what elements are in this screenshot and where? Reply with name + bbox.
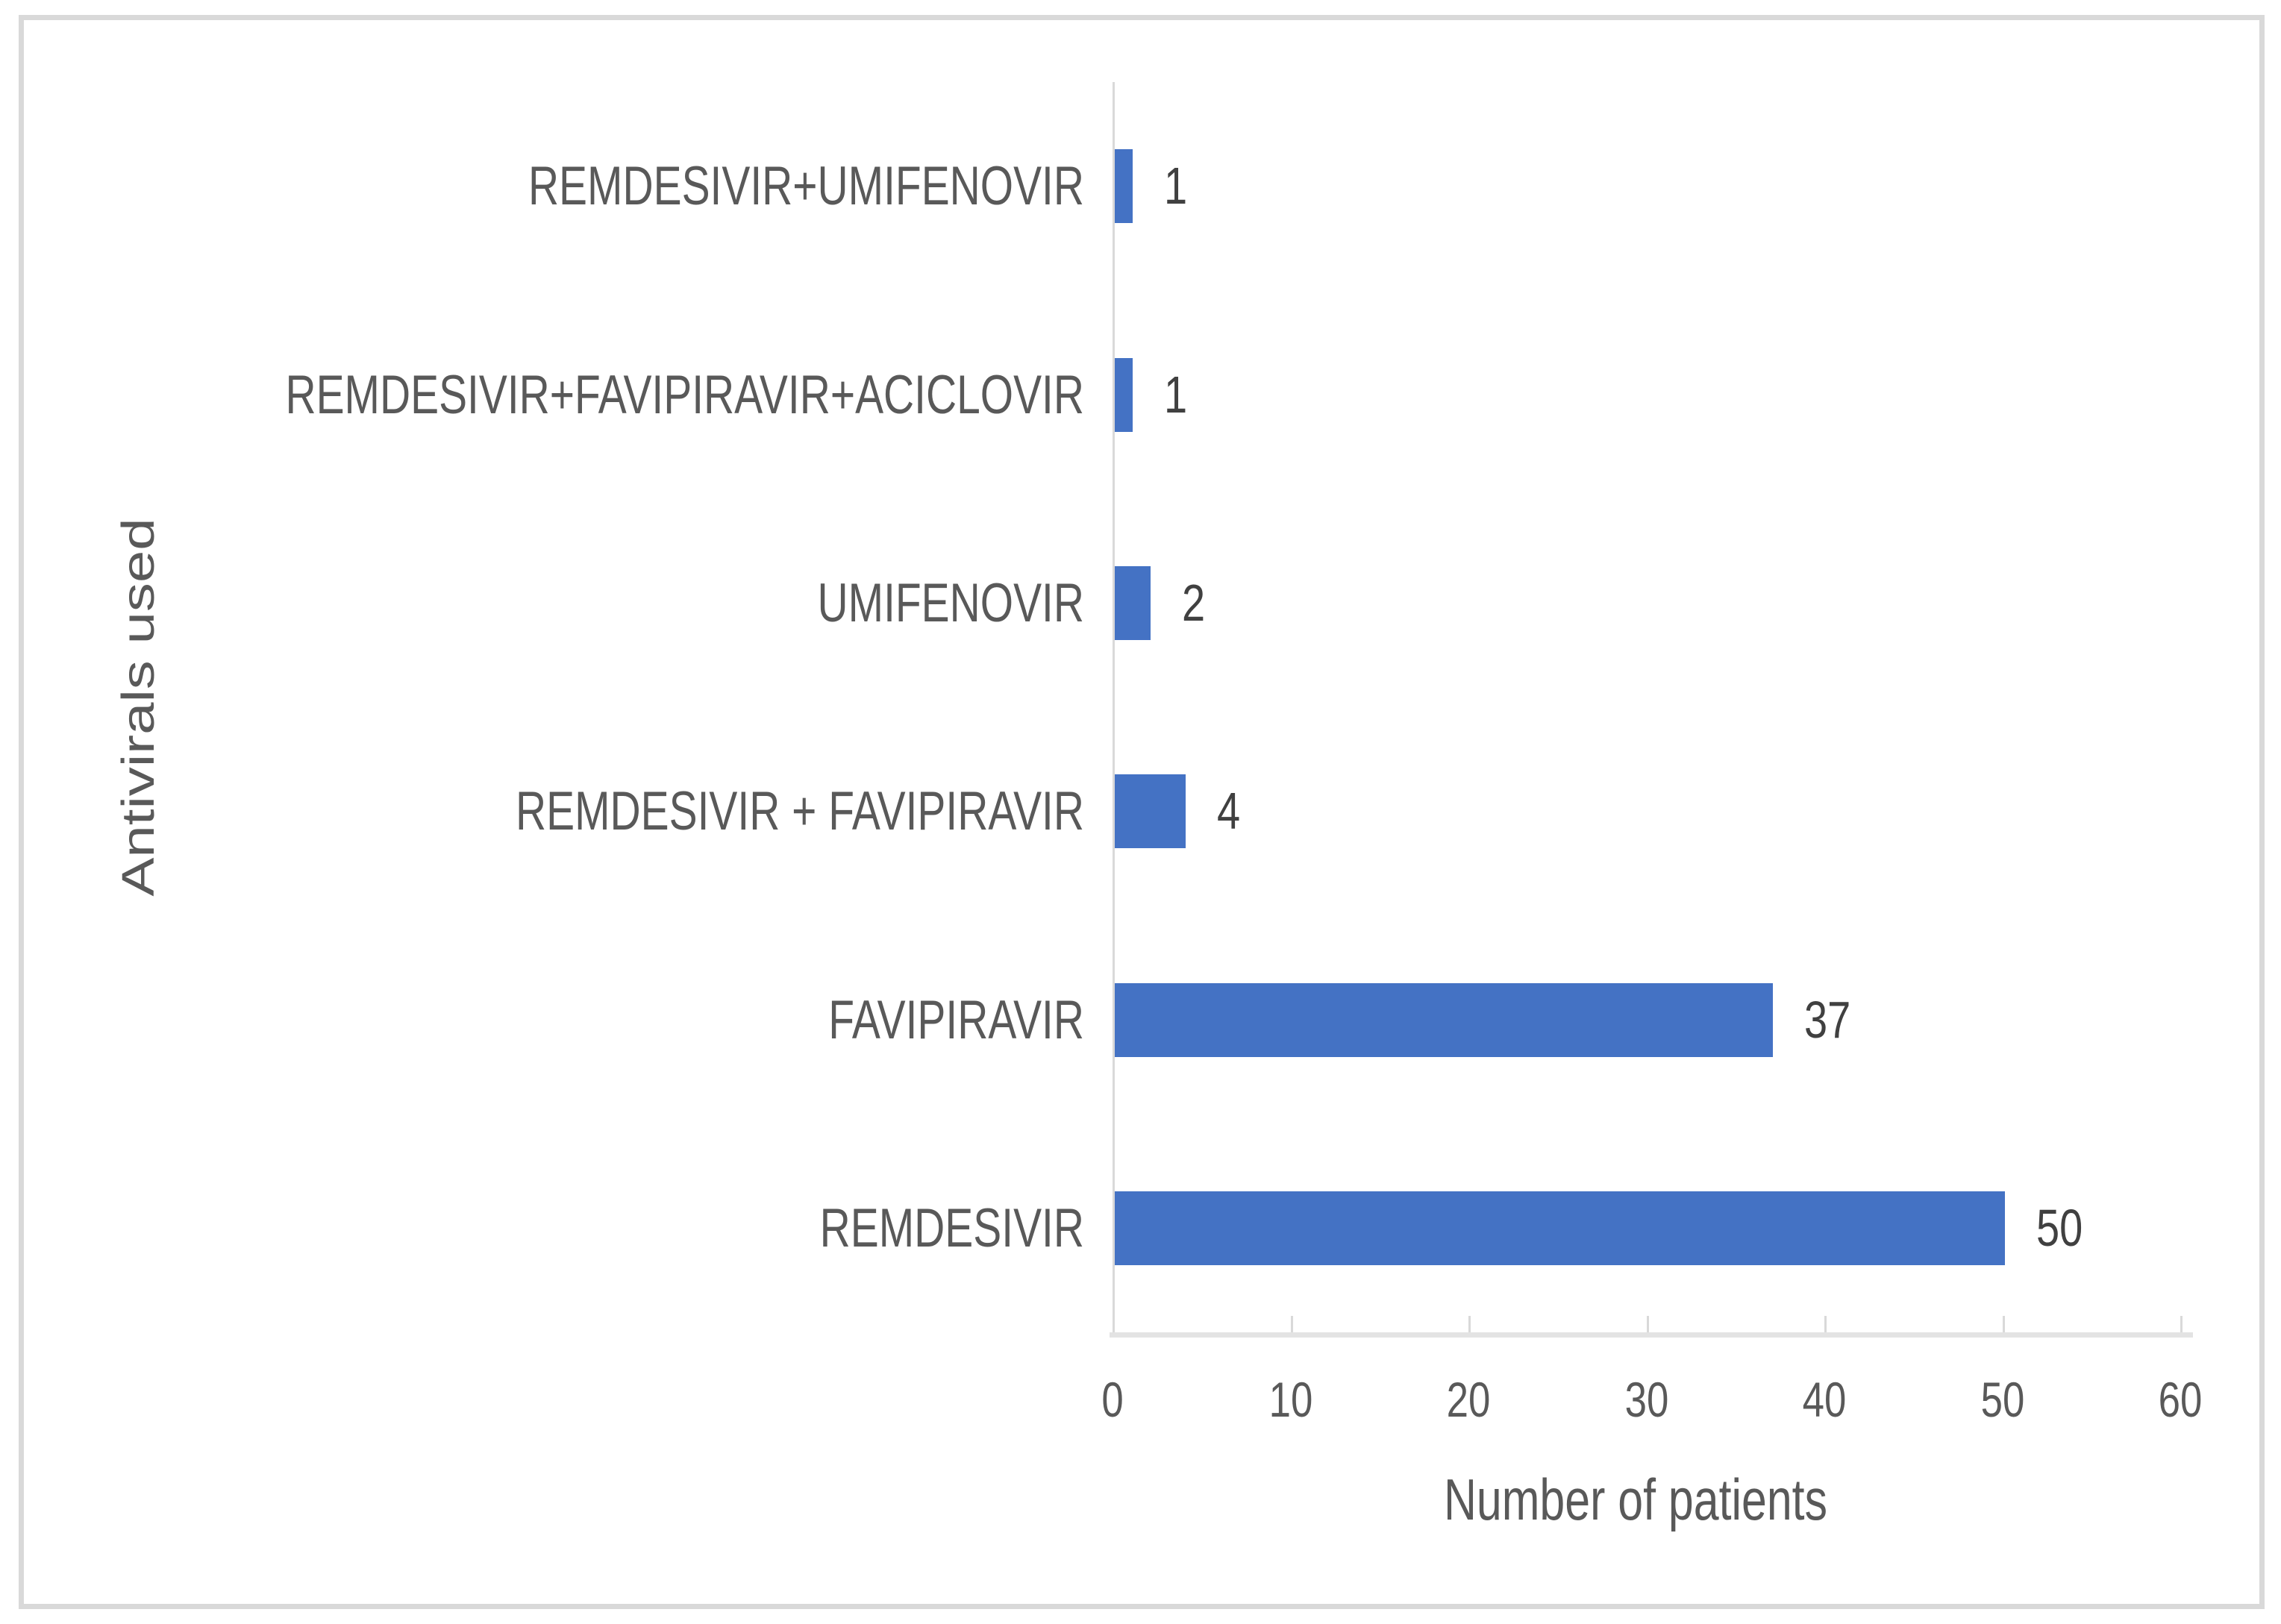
x-axis-tick-mark xyxy=(1113,1316,1115,1332)
x-axis-tick-mark xyxy=(2180,1316,2183,1332)
x-axis-line xyxy=(1110,1332,2193,1338)
bar xyxy=(1115,983,1773,1057)
value-label: 1 xyxy=(1164,157,1188,215)
category-label: REMDESIVIR xyxy=(819,1198,1084,1258)
bar xyxy=(1115,566,1151,640)
bar xyxy=(1115,149,1133,223)
value-label: 2 xyxy=(1182,574,1206,632)
category-label: UMIFENOVIR xyxy=(817,573,1084,633)
x-axis-tick-label: 40 xyxy=(1802,1372,1847,1427)
x-axis-tick-mark xyxy=(1468,1316,1471,1332)
category-label: REMDESIVIR+UMIFENOVIR xyxy=(528,156,1084,216)
category-label: REMDESIVIR+FAVIPIRAVIR+ACICLOVIR xyxy=(285,365,1084,425)
category-label: FAVIPIRAVIR xyxy=(828,990,1084,1050)
value-label: 37 xyxy=(1804,991,1851,1049)
x-axis-tick-label: 20 xyxy=(1446,1372,1491,1427)
x-axis-tick-mark xyxy=(1647,1316,1649,1332)
x-axis-tick-mark xyxy=(1824,1316,1827,1332)
value-label: 1 xyxy=(1164,366,1188,424)
x-axis-tick-label: 50 xyxy=(1980,1372,2025,1427)
x-axis-tick-label: 30 xyxy=(1624,1372,1669,1427)
x-axis-tick-mark xyxy=(1291,1316,1293,1332)
y-axis-line xyxy=(1113,82,1115,1335)
y-axis-title: Antivirals used xyxy=(112,518,164,897)
category-label: REMDESIVIR + FAVIPIRAVIR xyxy=(515,781,1084,841)
x-axis-title: Number of patients xyxy=(1443,1467,1828,1532)
bar xyxy=(1115,1191,2005,1265)
value-label: 4 xyxy=(1217,782,1241,840)
x-axis-tick-mark xyxy=(2003,1316,2005,1332)
bar xyxy=(1115,358,1133,432)
x-axis-tick-label: 10 xyxy=(1268,1372,1313,1427)
value-label: 50 xyxy=(2036,1199,2083,1257)
bar xyxy=(1115,774,1186,848)
x-axis-tick-label: 0 xyxy=(1101,1372,1124,1427)
x-axis-tick-label: 60 xyxy=(2158,1372,2203,1427)
